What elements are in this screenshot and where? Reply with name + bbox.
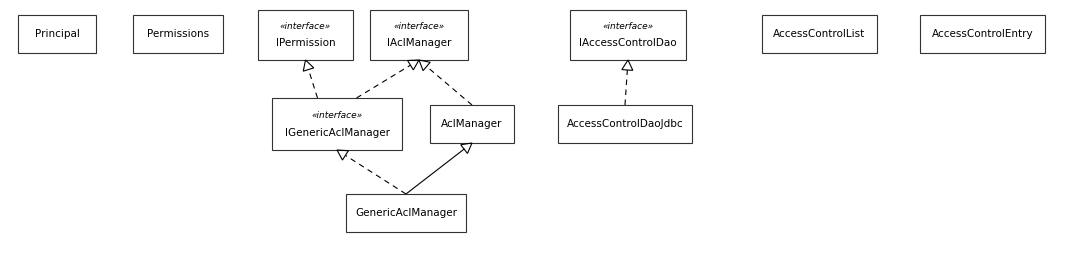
Text: Permissions: Permissions — [147, 29, 209, 39]
Text: «interface»: «interface» — [602, 22, 654, 31]
Bar — [133, 15, 223, 53]
Text: IPermission: IPermission — [276, 38, 335, 48]
Text: AccessControlList: AccessControlList — [773, 29, 866, 39]
Bar — [430, 105, 513, 143]
Text: AccessControlDaoJdbc: AccessControlDaoJdbc — [566, 119, 683, 129]
Bar — [920, 15, 1045, 53]
Text: GenericAclManager: GenericAclManager — [355, 208, 457, 218]
Text: AccessControlEntry: AccessControlEntry — [932, 29, 1033, 39]
Text: IAclManager: IAclManager — [387, 38, 451, 48]
Text: IGenericAclManager: IGenericAclManager — [284, 128, 389, 138]
Bar — [272, 98, 402, 150]
Bar — [346, 194, 466, 232]
Bar — [558, 105, 692, 143]
Text: Principal: Principal — [35, 29, 79, 39]
Text: «interface»: «interface» — [280, 22, 331, 31]
Text: AclManager: AclManager — [441, 119, 503, 129]
Bar — [762, 15, 877, 53]
Bar — [370, 10, 468, 60]
Bar — [258, 10, 353, 60]
Text: «interface»: «interface» — [393, 22, 444, 31]
Bar — [570, 10, 686, 60]
Bar — [18, 15, 96, 53]
Text: «interface»: «interface» — [311, 111, 362, 120]
Text: IAccessControlDao: IAccessControlDao — [579, 38, 677, 48]
